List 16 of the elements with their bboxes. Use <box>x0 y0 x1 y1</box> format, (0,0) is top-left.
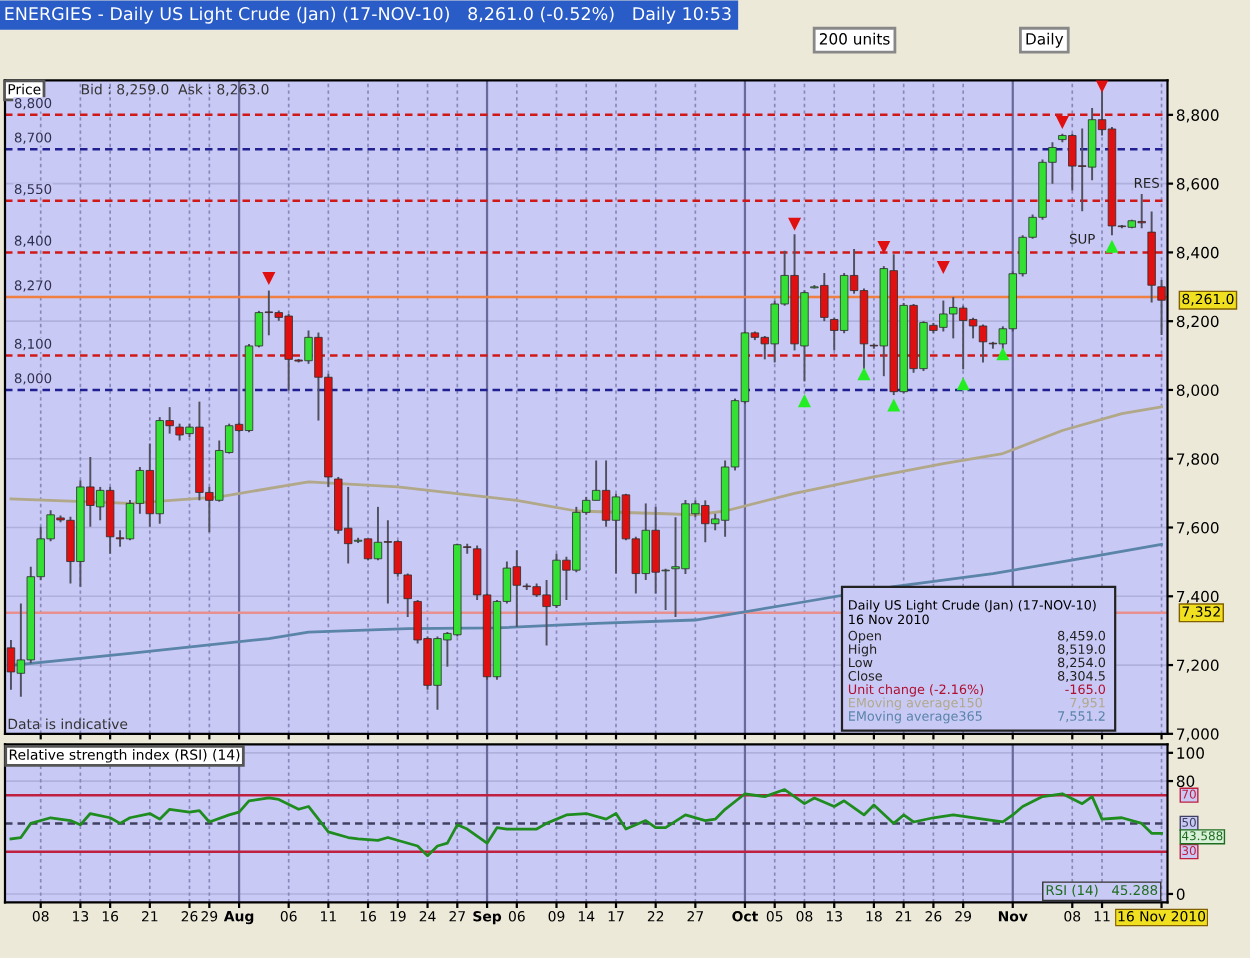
point <box>877 241 891 255</box>
line-series <box>9 405 1163 517</box>
point <box>262 272 276 286</box>
point <box>857 367 871 381</box>
point <box>788 217 802 231</box>
point <box>956 377 970 391</box>
line-series <box>9 788 1163 858</box>
point <box>887 398 901 412</box>
point <box>1105 239 1119 253</box>
point <box>996 347 1010 361</box>
point <box>797 394 811 408</box>
candlestick <box>403 572 412 618</box>
point <box>936 261 950 275</box>
chart-title: ENERGIES - Daily US Light Crude (Jan) (17-NOV-10) 8,261.0 (-0.52%) Daily 10:53 <box>5 6 731 24</box>
candlestick <box>1157 278 1166 336</box>
point <box>1055 115 1069 129</box>
